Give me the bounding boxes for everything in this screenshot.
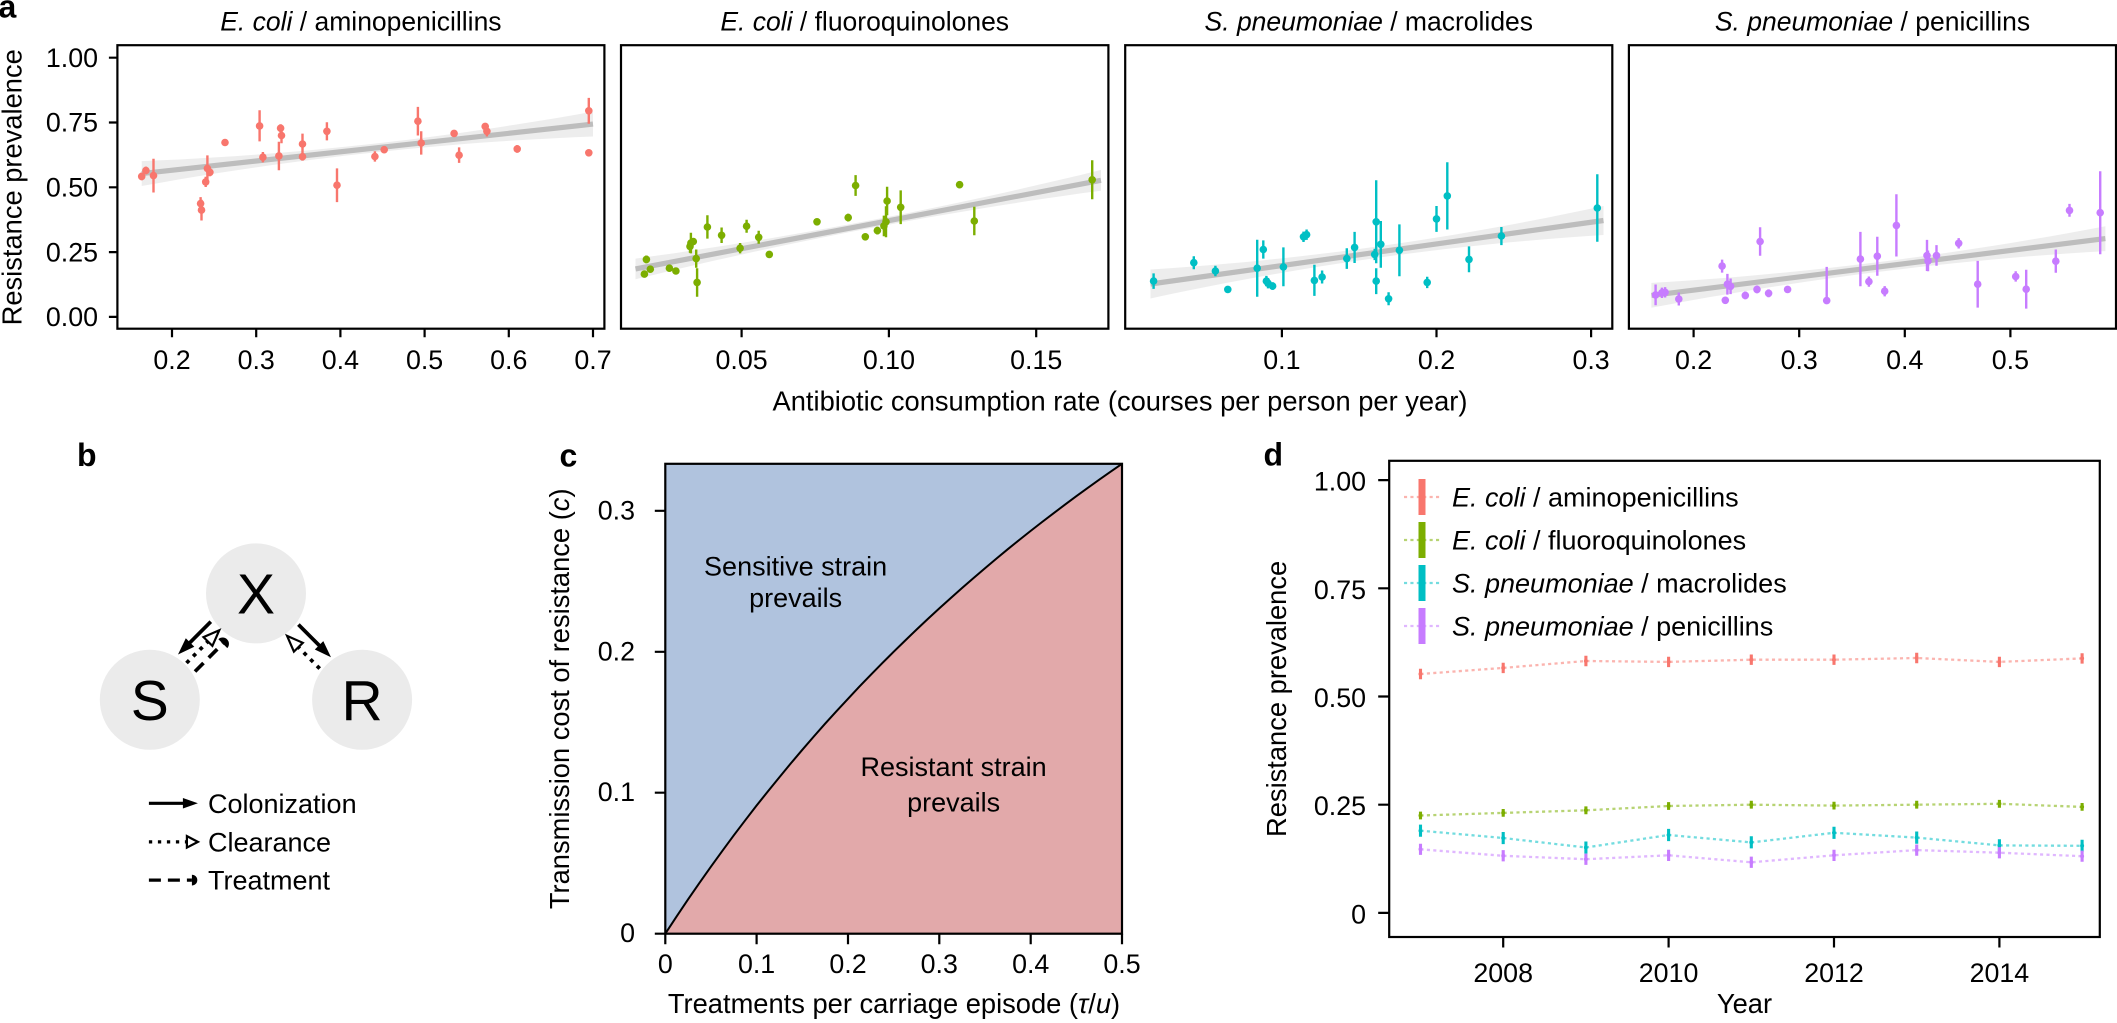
svg-text:0.5: 0.5 bbox=[406, 345, 443, 375]
svg-text:0.75: 0.75 bbox=[46, 108, 98, 138]
svg-text:0.10: 0.10 bbox=[863, 345, 915, 375]
svg-text:R: R bbox=[342, 669, 383, 733]
svg-text:0.3: 0.3 bbox=[921, 949, 958, 979]
svg-text:d: d bbox=[1264, 437, 1284, 473]
svg-text:0: 0 bbox=[1351, 899, 1366, 929]
svg-text:S. pneumoniae / macrolides: S. pneumoniae / macrolides bbox=[1205, 7, 1534, 37]
svg-text:E. coli / aminopenicillins: E. coli / aminopenicillins bbox=[1452, 483, 1739, 513]
svg-text:0.5: 0.5 bbox=[1992, 345, 2029, 375]
svg-text:0.6: 0.6 bbox=[490, 345, 527, 375]
svg-text:0.25: 0.25 bbox=[1314, 791, 1366, 821]
svg-text:Treatments per carriage episod: Treatments per carriage episode (τ/u) bbox=[668, 988, 1120, 1019]
svg-text:Resistant strain: Resistant strain bbox=[861, 752, 1047, 782]
svg-text:Transmission cost of resistanc: Transmission cost of resistance (c) bbox=[544, 488, 575, 909]
svg-text:0.7: 0.7 bbox=[574, 345, 611, 375]
svg-text:X: X bbox=[237, 562, 275, 626]
svg-text:0.3: 0.3 bbox=[238, 345, 275, 375]
svg-text:0.1: 0.1 bbox=[738, 949, 775, 979]
svg-text:Treatment: Treatment bbox=[208, 866, 331, 896]
svg-text:Resistance prevalence: Resistance prevalence bbox=[0, 49, 28, 325]
svg-text:0.2: 0.2 bbox=[598, 636, 635, 666]
svg-text:0.3: 0.3 bbox=[1572, 345, 1609, 375]
svg-text:0.75: 0.75 bbox=[1314, 575, 1366, 605]
svg-text:2010: 2010 bbox=[1639, 958, 1699, 988]
svg-text:2008: 2008 bbox=[1473, 958, 1533, 988]
svg-text:0.05: 0.05 bbox=[716, 345, 768, 375]
svg-text:0.4: 0.4 bbox=[1012, 949, 1049, 979]
svg-text:0: 0 bbox=[620, 918, 635, 948]
svg-text:E. coli / aminopenicillins: E. coli / aminopenicillins bbox=[220, 7, 501, 37]
svg-text:0.3: 0.3 bbox=[598, 495, 635, 525]
svg-text:0.50: 0.50 bbox=[1314, 683, 1366, 713]
svg-text:S. pneumoniae / penicillins: S. pneumoniae / penicillins bbox=[1715, 7, 2030, 37]
svg-text:E. coli / fluoroquinolones: E. coli / fluoroquinolones bbox=[720, 7, 1009, 37]
svg-text:1.00: 1.00 bbox=[1314, 467, 1366, 497]
svg-text:Colonization: Colonization bbox=[208, 789, 357, 819]
svg-text:0.2: 0.2 bbox=[1418, 345, 1455, 375]
svg-text:b: b bbox=[77, 437, 97, 473]
svg-text:0.2: 0.2 bbox=[829, 949, 866, 979]
svg-text:0.15: 0.15 bbox=[1010, 345, 1062, 375]
svg-text:0.2: 0.2 bbox=[1675, 345, 1712, 375]
svg-text:1.00: 1.00 bbox=[46, 43, 98, 73]
svg-text:prevails: prevails bbox=[907, 788, 1000, 818]
svg-text:Antibiotic consumption rate (c: Antibiotic consumption rate (courses per… bbox=[773, 386, 1468, 417]
svg-text:a: a bbox=[0, 0, 17, 25]
svg-text:0.2: 0.2 bbox=[153, 345, 190, 375]
svg-text:0.4: 0.4 bbox=[322, 345, 359, 375]
svg-text:E. coli / fluoroquinolones: E. coli / fluoroquinolones bbox=[1452, 526, 1746, 556]
svg-text:c: c bbox=[560, 438, 578, 474]
svg-text:2012: 2012 bbox=[1804, 958, 1864, 988]
svg-text:2014: 2014 bbox=[1970, 958, 2030, 988]
svg-text:prevails: prevails bbox=[749, 583, 842, 613]
svg-text:0.4: 0.4 bbox=[1886, 345, 1923, 375]
svg-text:0.1: 0.1 bbox=[1263, 345, 1300, 375]
svg-text:0.1: 0.1 bbox=[598, 777, 635, 807]
svg-text:Year: Year bbox=[1717, 988, 1772, 1019]
svg-text:0.25: 0.25 bbox=[46, 237, 98, 267]
svg-text:0.00: 0.00 bbox=[46, 302, 98, 332]
svg-text:Clearance: Clearance bbox=[208, 827, 331, 857]
svg-text:0.50: 0.50 bbox=[46, 173, 98, 203]
svg-text:0.5: 0.5 bbox=[1103, 949, 1140, 979]
svg-text:S. pneumoniae / penicillins: S. pneumoniae / penicillins bbox=[1452, 612, 1773, 642]
svg-text:0: 0 bbox=[658, 949, 673, 979]
svg-text:S: S bbox=[131, 669, 169, 733]
svg-text:S. pneumoniae / macrolides: S. pneumoniae / macrolides bbox=[1452, 569, 1787, 599]
svg-text:Sensitive strain: Sensitive strain bbox=[704, 552, 887, 582]
svg-text:0.3: 0.3 bbox=[1781, 345, 1818, 375]
svg-text:Resistance prevalence: Resistance prevalence bbox=[1261, 561, 1292, 837]
